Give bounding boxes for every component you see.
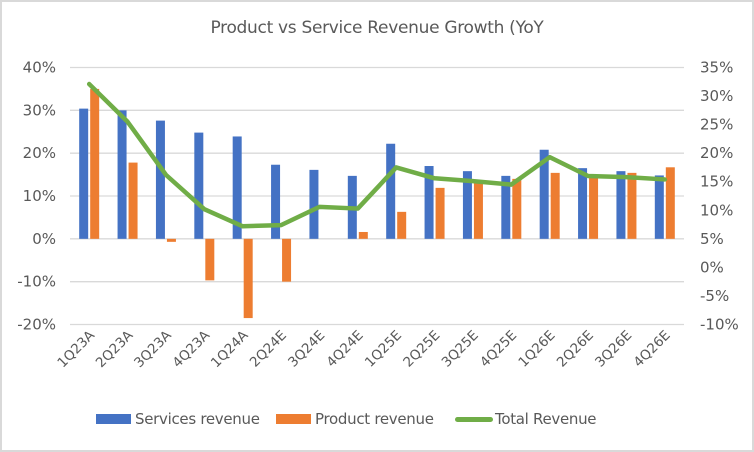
bar-services	[462, 171, 472, 239]
y-right-tick-label: -5%	[700, 287, 729, 305]
bar-product	[435, 187, 445, 239]
bar-product	[397, 211, 407, 239]
legend-swatch-services	[96, 414, 131, 424]
y-axis-left: -20% -10% 0% 10% 20% 30% 40%	[17, 59, 56, 334]
bar-services	[194, 132, 204, 239]
bar-product	[665, 167, 675, 239]
y-right-tick-label: 20%	[700, 144, 733, 162]
x-tick-label: 4Q23A	[170, 327, 214, 371]
bar-product	[90, 88, 100, 239]
bar-product	[512, 178, 522, 239]
bar-product	[550, 172, 560, 239]
x-tick-label: 2Q25E	[400, 328, 443, 371]
bar-services	[271, 164, 281, 239]
x-tick-label: 1Q24A	[208, 327, 252, 371]
y-left-tick-label: 0%	[32, 230, 56, 248]
legend-label-total: Total Revenue	[495, 410, 597, 428]
bar-services	[578, 168, 588, 239]
bar-services	[79, 108, 89, 239]
bar-product	[205, 238, 215, 281]
bar-services	[155, 120, 165, 239]
x-tick-label: 4Q25E	[477, 328, 520, 371]
y-right-tick-label: 35%	[700, 59, 733, 77]
bar-services	[539, 149, 549, 239]
x-tick-label: 4Q26E	[631, 328, 674, 371]
y-left-tick-label: -10%	[17, 273, 56, 291]
y-right-tick-label: -10%	[700, 316, 739, 334]
x-tick-label: 4Q24E	[324, 328, 367, 371]
bar-product	[627, 172, 637, 239]
x-tick-label: 2Q23A	[93, 327, 137, 371]
x-tick-label: 1Q23A	[54, 327, 98, 371]
bar-services	[424, 166, 434, 239]
bar-product	[282, 238, 292, 282]
bar-product	[589, 176, 599, 239]
x-tick-label: 3Q23A	[131, 327, 175, 371]
y-axis-right: -10% -5% 0% 5% 10% 15% 20% 25% 30% 35%	[700, 59, 739, 334]
legend-item-services[interactable]: Services revenue	[96, 408, 260, 430]
y-left-tick-label: -20%	[17, 316, 56, 334]
x-axis-labels: 1Q23A2Q23A3Q23A4Q23A1Q24A2Q24E3Q24E4Q24E…	[54, 327, 673, 371]
bar-services	[616, 171, 626, 239]
y-right-tick-label: 25%	[700, 116, 733, 134]
x-tick-label: 3Q24E	[285, 328, 328, 371]
y-right-tick-label: 15%	[700, 173, 733, 191]
bar-services	[232, 136, 242, 239]
y-right-tick-label: 0%	[700, 258, 724, 276]
y-left-tick-label: 40%	[23, 59, 56, 77]
bar-product	[128, 162, 138, 239]
line-total-revenue	[86, 81, 668, 229]
bar-services	[386, 143, 396, 239]
bars	[79, 88, 675, 319]
bar-services	[501, 175, 511, 239]
legend: Services revenue Product revenue Total R…	[0, 408, 754, 430]
legend-swatch-product	[276, 414, 311, 424]
legend-swatch-total	[455, 416, 493, 422]
legend-label-services: Services revenue	[135, 410, 260, 428]
x-tick-label: 1Q26E	[515, 328, 558, 371]
y-left-tick-label: 30%	[23, 101, 56, 119]
y-left-tick-label: 20%	[23, 144, 56, 162]
bar-product	[243, 238, 253, 319]
y-right-tick-label: 5%	[700, 230, 724, 248]
x-tick-label: 3Q26E	[592, 328, 635, 371]
bar-services	[654, 175, 664, 239]
bar-product	[166, 238, 176, 242]
x-tick-label: 1Q25E	[362, 328, 405, 371]
bar-services	[309, 169, 319, 239]
chart-title: Product vs Service Revenue Growth (YoY	[210, 18, 544, 38]
legend-label-product: Product revenue	[315, 410, 434, 428]
y-right-tick-label: 10%	[700, 201, 733, 219]
y-left-tick-label: 10%	[23, 187, 56, 205]
y-right-tick-label: 30%	[700, 87, 733, 105]
x-tick-label: 3Q25E	[439, 328, 482, 371]
legend-item-product[interactable]: Product revenue	[276, 408, 434, 430]
bar-services	[117, 110, 127, 239]
x-tick-label: 2Q24E	[247, 328, 290, 371]
legend-item-total[interactable]: Total Revenue	[455, 408, 597, 430]
bar-product	[358, 231, 368, 239]
bar-product	[473, 182, 483, 239]
total-revenue-line	[86, 81, 668, 229]
x-tick-label: 2Q26E	[554, 328, 597, 371]
